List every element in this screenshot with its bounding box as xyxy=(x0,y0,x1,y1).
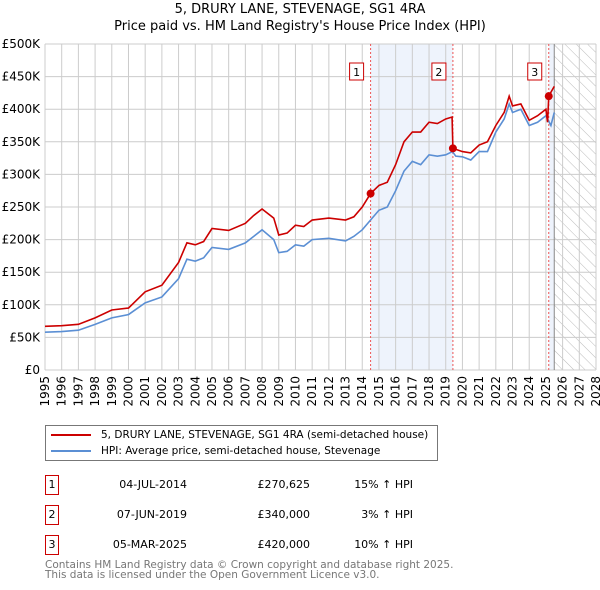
x-tick-label: 2011 xyxy=(305,376,319,407)
sale-marker-label: 2 xyxy=(45,505,59,525)
y-tick-label: £100K xyxy=(2,298,42,312)
legend-label-hpi: HPI: Average price, semi-detached house,… xyxy=(101,445,381,457)
x-tick-label: 2009 xyxy=(272,376,286,407)
y-tick-label: £0 xyxy=(25,363,40,377)
chart-title: 5, DRURY LANE, STEVENAGE, SG1 4RA xyxy=(174,2,426,17)
footer: Contains HM Land Registry data © Crown c… xyxy=(45,559,454,581)
x-tick-label: 2027 xyxy=(572,376,586,407)
sale-marker-label: 1 xyxy=(353,66,360,79)
x-tick-label: 2004 xyxy=(188,376,202,407)
x-tick-label: 2019 xyxy=(439,376,453,407)
y-tick-label: £350K xyxy=(2,135,42,149)
x-tick-label: 2022 xyxy=(489,376,503,407)
footer-line-2: This data is licensed under the Open Gov… xyxy=(45,569,380,581)
legend-label-property: 5, DRURY LANE, STEVENAGE, SG1 4RA (semi-… xyxy=(101,429,429,441)
x-tick-label: 2008 xyxy=(255,376,269,407)
plot-area: 1995 1996 1997 1998 1999 2000 2001 2002 2003 2004… xyxy=(2,37,600,407)
x-tick-label: 2024 xyxy=(522,376,536,407)
x-tick-label: 1998 xyxy=(88,376,102,407)
legend-swatch-property xyxy=(51,434,91,436)
sale-row: 3 05-MAR-2025 £420,000 10% ↑ HPI xyxy=(45,535,425,555)
x-tick-label: 1999 xyxy=(105,376,119,407)
series-line xyxy=(44,85,555,328)
x-tick-label: 2002 xyxy=(155,376,169,407)
y-tick-label: £150K xyxy=(2,265,42,279)
sale-marker-label: 3 xyxy=(531,66,538,79)
sale-marker-label: 2 xyxy=(435,66,442,79)
sale-marker-label: 3 xyxy=(45,535,59,555)
x-tick-label: 2012 xyxy=(322,376,336,407)
x-tick-label: 2010 xyxy=(288,376,302,407)
x-tick-label: 2021 xyxy=(472,376,486,407)
x-tick-label: 1997 xyxy=(71,376,85,407)
x-tick-label: 2006 xyxy=(222,376,236,407)
sale-date: 04-JUL-2014 xyxy=(119,478,187,491)
legend: 5, DRURY LANE, STEVENAGE, SG1 4RA (semi-… xyxy=(45,425,438,461)
sale-marker-label: 1 xyxy=(45,475,59,495)
sale-hpi-diff: 15% ↑ HPI xyxy=(354,478,413,491)
x-tick-label: 2016 xyxy=(389,376,403,407)
sale-hpi-diff: 10% ↑ HPI xyxy=(354,538,413,551)
x-tick-label: 2014 xyxy=(355,376,369,407)
sale-point xyxy=(448,144,457,153)
sale-date: 05-MAR-2025 xyxy=(112,538,187,551)
x-tick-label: 2013 xyxy=(339,376,353,407)
x-tick-label: 2015 xyxy=(372,376,386,407)
sale-price: £420,000 xyxy=(257,538,311,551)
y-tick-label: £300K xyxy=(2,167,42,181)
sale-marker-box xyxy=(349,62,365,81)
x-tick-label: 2005 xyxy=(205,376,219,407)
x-tick-label: 2028 xyxy=(589,376,600,407)
y-tick-label: £450K xyxy=(2,70,42,84)
sale-price: £270,625 xyxy=(257,478,311,491)
x-tick-label: 2018 xyxy=(422,376,436,407)
sale-price: £340,000 xyxy=(257,508,311,521)
y-tick-label: £400K xyxy=(2,102,42,116)
footer-line-1: Contains HM Land Registry data © Crown c… xyxy=(45,559,454,571)
y-tick-label: £250K xyxy=(2,200,42,214)
x-tick-label: 2026 xyxy=(556,376,570,407)
series-line xyxy=(44,101,556,333)
sale-row: 2 07-JUN-2019 £340,000 3% ↑ HPI xyxy=(45,505,425,525)
x-tick-label: 2025 xyxy=(539,376,553,407)
x-tick-label: 2000 xyxy=(121,376,135,407)
legend-swatch-hpi xyxy=(51,450,91,452)
sale-date: 07-JUN-2019 xyxy=(116,508,187,521)
x-tick-label: 1996 xyxy=(55,376,69,407)
x-tick-label: 2020 xyxy=(455,376,469,407)
sale-marker-box xyxy=(527,62,543,81)
x-tick-label: 2003 xyxy=(172,376,186,407)
x-tick-label: 1995 xyxy=(38,376,52,407)
y-tick-label: £50K xyxy=(9,330,41,344)
x-tick-label: 2017 xyxy=(405,376,419,407)
sale-point xyxy=(544,92,553,101)
sale-point xyxy=(366,189,375,198)
x-tick-label: 2007 xyxy=(238,376,252,407)
x-tick-label: 2023 xyxy=(506,376,520,407)
x-tick-label: 2001 xyxy=(138,376,152,407)
y-tick-label: £500K xyxy=(2,37,42,51)
y-tick-label: £200K xyxy=(2,233,42,247)
chart-subtitle: Price paid vs. HM Land Registry's House … xyxy=(114,19,486,34)
sale-hpi-diff: 3% ↑ HPI xyxy=(361,508,413,521)
sale-row: 1 04-JUL-2014 £270,625 15% ↑ HPI xyxy=(45,475,425,495)
sale-marker-box xyxy=(431,62,447,81)
